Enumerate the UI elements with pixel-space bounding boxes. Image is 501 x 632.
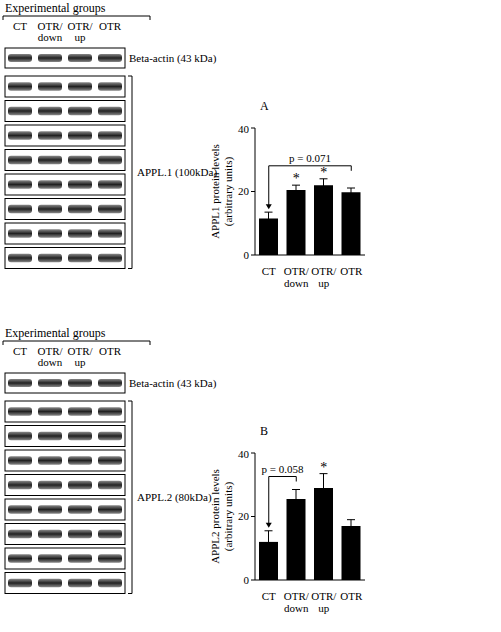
svg-text:OTR/up: OTR/up (311, 590, 337, 614)
svg-text:OTR/up: OTR/up (67, 345, 93, 368)
svg-text:20: 20 (238, 185, 250, 197)
svg-text:OTR: OTR (99, 20, 122, 32)
svg-text:CT: CT (262, 590, 276, 602)
svg-text:OTR/down: OTR/down (37, 20, 63, 43)
svg-text:CT: CT (13, 345, 27, 357)
svg-text:Experimental groups: Experimental groups (8, 1, 106, 15)
svg-text:0: 0 (244, 249, 250, 261)
svg-text:OTR: OTR (340, 590, 363, 602)
svg-text:*: * (293, 171, 300, 186)
svg-text:APPL.2 (80kDa): APPL.2 (80kDa) (137, 491, 212, 504)
svg-text:OTR: OTR (340, 265, 363, 277)
svg-text:Beta-actin (43 kDa): Beta-actin (43 kDa) (129, 377, 217, 390)
svg-text:APPL1 protein levels: APPL1 protein levels (209, 144, 221, 239)
svg-text:OTR/up: OTR/up (311, 265, 337, 289)
svg-text:OTR/up: OTR/up (67, 20, 93, 43)
svg-text:p = 0.058: p = 0.058 (262, 463, 304, 475)
svg-text:40: 40 (238, 123, 250, 135)
svg-text:OTR/down: OTR/down (284, 590, 310, 614)
svg-text:OTR/down: OTR/down (284, 265, 310, 289)
svg-text:20: 20 (238, 510, 250, 522)
svg-text:OTR: OTR (99, 345, 122, 357)
svg-text:CT: CT (13, 20, 27, 32)
svg-text:(arbitrary units): (arbitrary units) (222, 156, 235, 226)
svg-text:CT: CT (262, 265, 276, 277)
svg-text:*: * (320, 460, 327, 475)
svg-text:Beta-actin (43 kDa): Beta-actin (43 kDa) (129, 52, 217, 65)
svg-text:(arbitrary units): (arbitrary units) (222, 481, 235, 551)
svg-text:A: A (260, 99, 269, 113)
svg-text:APPL.1 (100kDa): APPL.1 (100kDa) (137, 166, 217, 179)
svg-text:Experimental groups: Experimental groups (8, 326, 106, 340)
svg-text:40: 40 (238, 448, 250, 460)
svg-text:0: 0 (244, 574, 250, 586)
svg-text:OTR/down: OTR/down (37, 345, 63, 368)
svg-text:*: * (320, 165, 327, 180)
svg-text:p = 0.071: p = 0.071 (289, 152, 331, 164)
svg-text:B: B (260, 424, 268, 438)
svg-text:APPL2 protein levels: APPL2 protein levels (209, 469, 221, 564)
